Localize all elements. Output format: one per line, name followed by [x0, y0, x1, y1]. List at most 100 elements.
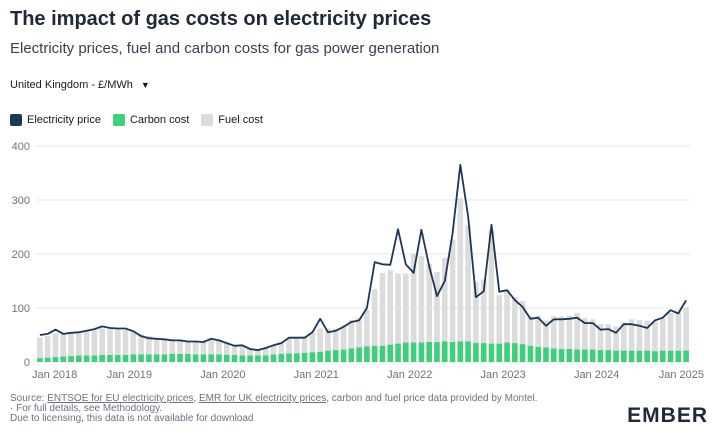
- x-tick-label-1: Jan 2019: [107, 369, 152, 381]
- fuel-bar-27: [247, 348, 253, 356]
- fuel-bar-44: [379, 272, 386, 346]
- fuel-bar-6: [83, 330, 90, 356]
- legend-item-fuel[interactable]: Fuel cost: [201, 114, 263, 126]
- fuel-bar-19: [185, 340, 191, 354]
- fuel-bar-76: [628, 319, 635, 351]
- chart-footer: Source: ENTSOE for EU electricity prices…: [10, 394, 537, 424]
- chart-legend: Electricity price Carbon cost Fuel cost: [10, 114, 275, 126]
- fuel-bar-48: [410, 253, 417, 343]
- carbon-bar-32: [286, 353, 292, 362]
- carbon-bar-57: [480, 343, 487, 362]
- fuel-bar-74: [613, 326, 619, 351]
- fuel-bar-63: [527, 316, 534, 346]
- legend-swatch-electricity: [10, 114, 22, 126]
- carbon-bar-1: [44, 357, 51, 362]
- fuel-bar-1: [44, 336, 51, 358]
- fuel-bar-62: [519, 300, 526, 345]
- fuel-bar-18: [177, 339, 183, 354]
- fuel-bar-12: [130, 331, 137, 355]
- carbon-bar-75: [621, 350, 627, 362]
- entsoe-source-link[interactable]: ENTSOE for EU electricity prices: [47, 393, 194, 404]
- carbon-bar-54: [457, 341, 464, 362]
- carbon-bar-62: [519, 344, 526, 362]
- fuel-bar-24: [223, 342, 230, 355]
- fuel-bar-67: [558, 316, 565, 350]
- legend-label-carbon: Carbon cost: [129, 114, 190, 126]
- carbon-bar-39: [340, 349, 347, 362]
- fuel-bar-28: [255, 349, 261, 356]
- legend-item-carbon[interactable]: Carbon cost: [112, 114, 190, 126]
- carbon-bar-48: [410, 342, 417, 362]
- fuel-bar-13: [138, 333, 144, 355]
- fuel-bar-34: [301, 336, 308, 353]
- carbon-bar-15: [153, 354, 160, 362]
- fuel-bar-64: [535, 315, 541, 347]
- carbon-bar-61: [512, 343, 518, 362]
- fuel-bar-23: [216, 339, 222, 355]
- carbon-bar-18: [177, 353, 183, 362]
- carbon-bar-81: [667, 350, 674, 362]
- fuel-bar-47: [403, 273, 409, 343]
- fuel-bar-16: [161, 338, 168, 355]
- carbon-bar-37: [325, 350, 331, 362]
- fuel-bar-50: [426, 263, 432, 343]
- fuel-bar-66: [550, 316, 557, 349]
- carbon-bar-64: [535, 346, 541, 362]
- fuel-bar-4: [68, 332, 74, 357]
- country-unit-dropdown[interactable]: United Kingdom - £/MWh ▼: [10, 79, 150, 91]
- carbon-bar-69: [574, 349, 580, 362]
- ember-logo: EMBER: [627, 404, 708, 427]
- carbon-bar-23: [216, 354, 222, 362]
- fuel-bar-26: [239, 346, 246, 356]
- carbon-bar-5: [76, 355, 82, 362]
- fuel-bar-35: [309, 332, 316, 353]
- fuel-bar-25: [231, 344, 238, 355]
- fuel-bar-17: [169, 339, 176, 354]
- carbon-bar-27: [247, 355, 253, 362]
- fuel-bar-75: [621, 322, 627, 351]
- carbon-bar-28: [255, 355, 261, 362]
- carbon-bar-13: [138, 354, 144, 362]
- chevron-down-icon: ▼: [140, 80, 150, 90]
- fuel-bar-42: [364, 309, 370, 347]
- y-tick-label-1: 100: [12, 303, 30, 315]
- carbon-bar-76: [628, 350, 635, 362]
- fuel-bar-22: [208, 338, 214, 355]
- carbon-bar-47: [403, 342, 409, 362]
- carbon-bar-12: [130, 354, 137, 362]
- chart-subtitle: Electricity prices, fuel and carbon cost…: [10, 40, 440, 57]
- carbon-bar-56: [473, 343, 479, 362]
- carbon-bar-79: [652, 351, 658, 362]
- fuel-bar-29: [262, 347, 269, 356]
- carbon-bar-17: [169, 353, 176, 362]
- x-tick-label-2: Jan 2020: [200, 369, 245, 381]
- fuel-bar-77: [636, 319, 643, 351]
- carbon-bar-82: [675, 350, 682, 362]
- fuel-bar-68: [566, 315, 573, 350]
- carbon-bar-53: [449, 342, 456, 362]
- carbon-bar-8: [99, 354, 105, 362]
- fuel-bar-52: [441, 257, 448, 342]
- fuel-bar-3: [60, 333, 67, 357]
- carbon-bar-55: [465, 341, 471, 362]
- fuel-bar-20: [192, 340, 199, 355]
- carbon-bar-80: [659, 350, 666, 362]
- fuel-bar-21: [200, 341, 207, 355]
- fuel-bar-61: [512, 297, 518, 344]
- legend-item-electricity[interactable]: Electricity price: [10, 114, 101, 126]
- emr-source-link[interactable]: EMR for UK electricity prices: [198, 393, 327, 404]
- carbon-bar-7: [91, 355, 98, 362]
- fuel-bar-59: [496, 295, 503, 344]
- source-prefix: Source:: [10, 393, 45, 404]
- fuel-bar-14: [146, 336, 152, 355]
- carbon-bar-22: [208, 354, 214, 362]
- fuel-bar-69: [574, 312, 580, 350]
- carbon-bar-24: [223, 354, 230, 362]
- x-tick-label-6: Jan 2024: [574, 369, 619, 381]
- fuel-bar-9: [107, 329, 113, 355]
- carbon-bar-73: [605, 350, 612, 362]
- fuel-bar-71: [589, 319, 596, 350]
- carbon-bar-59: [496, 343, 503, 362]
- carbon-bar-6: [83, 355, 90, 362]
- carbon-bar-3: [60, 356, 67, 362]
